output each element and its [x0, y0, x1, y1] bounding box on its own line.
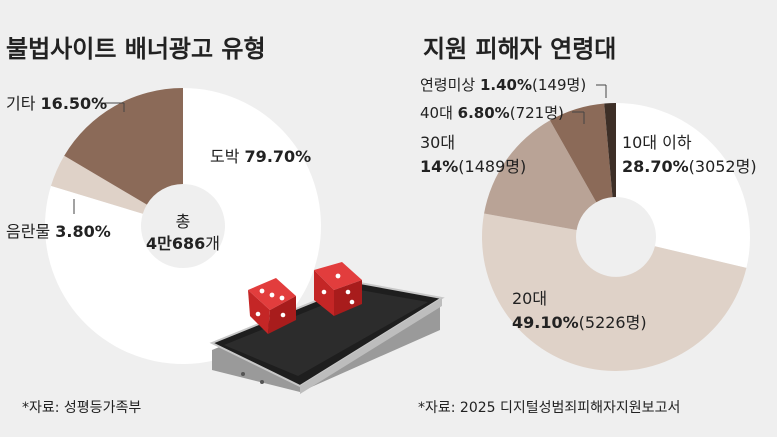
donut-center-total: 4만686개: [146, 234, 220, 253]
slice-label-30s-value: 14%(1489명): [420, 157, 526, 176]
donut-slice-3: [64, 88, 183, 205]
slice-label-30s-name: 30대: [420, 133, 455, 152]
chart-title-right: 지원 피해자 연령대: [423, 35, 616, 63]
source-note-right: *자료: 2025 디지털성범죄피해자지원보고서: [418, 400, 680, 416]
smartphone-image: [209, 281, 445, 394]
dice-and-phone-illustration: [209, 262, 445, 394]
slice-label-20s-value: 49.10%(5226명): [512, 313, 647, 332]
dice-right: [314, 262, 362, 316]
slice-label-teens-name: 10대 이하: [622, 133, 692, 152]
donut-slice-2: [50, 155, 147, 214]
slice-label-teens-value: 28.70%(3052명): [622, 157, 757, 176]
donut-center-label: 총: [176, 212, 191, 231]
slice-label-40s: 40대 6.80%(721명): [420, 104, 564, 122]
slice-label-gambling: 도박 79.70%: [210, 147, 311, 166]
donut-slice-3: [484, 120, 597, 230]
donut-slice-4: [549, 103, 613, 203]
source-note-left: *자료: 성평등가족부: [22, 400, 141, 416]
donut-slice-2: [481, 213, 747, 372]
dice-left: [248, 278, 296, 334]
donut-slice-1: [616, 103, 751, 268]
slice-label-etc: 기타 16.50%: [6, 94, 107, 113]
slice-label-adult: 음란물 3.80%: [6, 222, 111, 241]
slice-label-unknown-age: 연령미상 1.40%(149명): [420, 76, 586, 94]
slice-label-20s-name: 20대: [512, 289, 547, 308]
donut-chart-victim-age: [481, 103, 751, 372]
donut-slice-5: [604, 103, 616, 198]
chart-title-left: 불법사이트 배너광고 유형: [6, 35, 266, 63]
